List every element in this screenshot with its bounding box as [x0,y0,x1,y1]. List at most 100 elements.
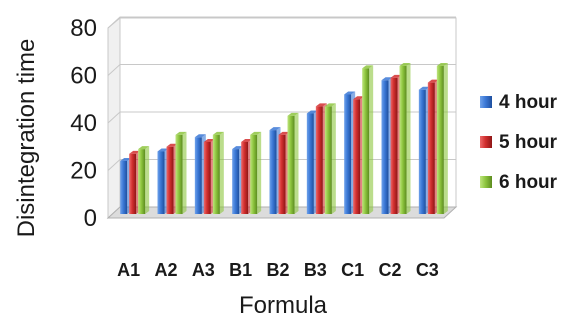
gridline [107,64,456,76]
bar-top [194,134,206,138]
bar-top [315,103,327,107]
bar-top [418,86,430,90]
y-tick-label: 0 [84,205,97,232]
x-tick-label: C1 [341,260,364,280]
bar-top [232,146,244,150]
bar-top [241,139,253,142]
legend-swatch [480,96,492,108]
bar-top [212,131,224,135]
bar-top [390,74,402,78]
bar-top [129,150,141,154]
legend: 4 hour 5 hour 6 hour [480,92,558,193]
y-axis-ticks: 0 20 40 60 80 [70,15,97,232]
bar-side [182,131,187,214]
bar-side [219,131,224,214]
bar-front [315,106,323,214]
bar-top [166,143,178,147]
bar-top [157,148,169,152]
bar [287,112,299,214]
bar-front [241,142,249,214]
bar-top [203,139,215,142]
x-axis-ticks: A1 A2 A3 B1 B2 B3 C1 C2 C3 [117,260,439,280]
bar [324,103,336,214]
bar [138,146,150,214]
bar-front [306,113,314,214]
bar-front [203,142,211,214]
bar-top [287,112,299,116]
bar-top [381,77,393,81]
bar-front [138,149,146,214]
bar-front [166,146,174,214]
bar-front [175,134,183,214]
bar-top [269,127,281,131]
legend-item: 6 hour [480,172,558,193]
bar [212,131,224,214]
bar-front [390,77,398,214]
legend-item: 5 hour [480,132,558,153]
bar-side [369,65,374,214]
y-tick-label: 40 [70,110,97,137]
x-tick-label: B3 [304,260,327,280]
legend-label: 4 hour [499,92,558,113]
bar-front [362,68,370,214]
bar [175,131,187,214]
bar-front [250,134,258,214]
bar-top [278,131,290,135]
legend-swatch [480,136,492,148]
bar-top [306,110,318,114]
x-tick-label: C3 [416,260,439,280]
bar-top [175,131,187,135]
bar-front [120,161,128,214]
bar-top [362,65,374,69]
legend-label: 6 hour [499,172,558,193]
bar [399,63,411,214]
bar-side [294,112,299,214]
bar [436,63,448,214]
bar-front [232,149,240,214]
bar-top [353,96,365,100]
gridlines [107,16,456,171]
bar-front [129,153,137,214]
bar-front [287,115,295,214]
legend-item: 4 hour [480,92,558,113]
bar-top [344,91,356,95]
y-tick-label: 60 [70,63,97,90]
bar-front [269,130,277,214]
gridline [107,111,456,124]
x-tick-label: A1 [117,260,140,280]
bar-front [157,151,165,214]
x-tick-label: B2 [266,260,289,280]
bars [120,63,448,214]
x-axis-title: Formula [239,292,328,319]
bar-front [427,82,435,214]
bar-front [324,106,332,214]
bar-top [250,131,262,135]
bar-front [418,89,426,214]
bar-side [406,63,411,214]
gridline [107,159,456,171]
y-tick-label: 20 [70,158,97,185]
bar-front [381,80,389,214]
gridline [107,16,456,29]
x-tick-label: A3 [192,260,215,280]
bar [362,65,374,214]
legend-swatch [480,176,492,188]
bar [250,131,262,214]
bar-top [399,63,411,66]
bar-side [257,131,262,214]
bar-side [443,63,448,214]
bar-front [436,66,444,214]
bar-front [212,134,220,214]
bar-top [436,63,448,66]
bar-front [399,66,407,214]
x-tick-label: B1 [229,260,252,280]
bar-top [120,158,132,161]
x-tick-label: C2 [378,260,401,280]
bar-front [344,94,352,214]
bar-top [324,103,336,107]
y-axis-title: Disintegration time [13,39,40,238]
bar-top [427,79,439,83]
x-tick-label: A2 [154,260,177,280]
y-tick-label: 80 [70,15,97,42]
bar-front [353,99,361,214]
